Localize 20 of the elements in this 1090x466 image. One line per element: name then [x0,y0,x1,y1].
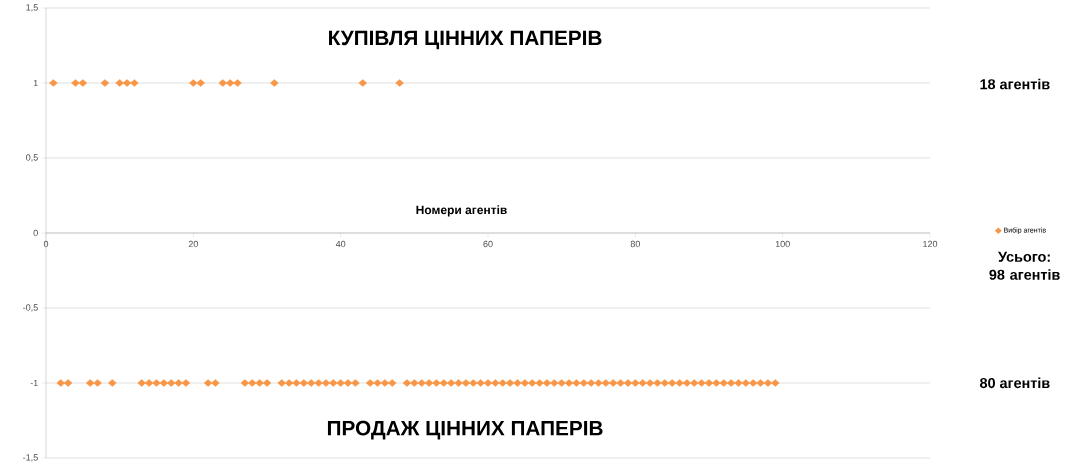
y-tick-label: -1 [30,379,38,387]
x-tick-label: 100 [775,240,790,248]
y-tick-label: -0,5 [23,304,38,312]
text: 18 агентів [980,78,1050,90]
text: 80 агентів [980,377,1050,389]
x-tick-label: 40 [335,240,346,248]
y-tick-label: 1,5 [26,4,38,12]
x-tick-label: 20 [188,240,198,248]
x-tick-label: 120 [923,240,938,248]
y-tick-label: 0,5 [26,154,38,162]
x-tick-label: 80 [630,240,640,248]
x-tick-label: 60 [483,240,493,248]
annotation: ПРОДАЖ ЦІННИХ ПАПЕРІВ [327,420,603,440]
x-tick-label: 0 [43,240,49,248]
x-axis-title: Номери агентів [416,205,507,217]
y-tick-label: -1,5 [23,454,38,462]
text: Усього: 98 агентів [989,251,1060,280]
y-tick-label: 0 [33,229,38,237]
annotation: КУПІВЛЯ ЦІННИХ ПАПЕРІВ [329,30,602,50]
y-tick-label: 1 [33,79,38,87]
